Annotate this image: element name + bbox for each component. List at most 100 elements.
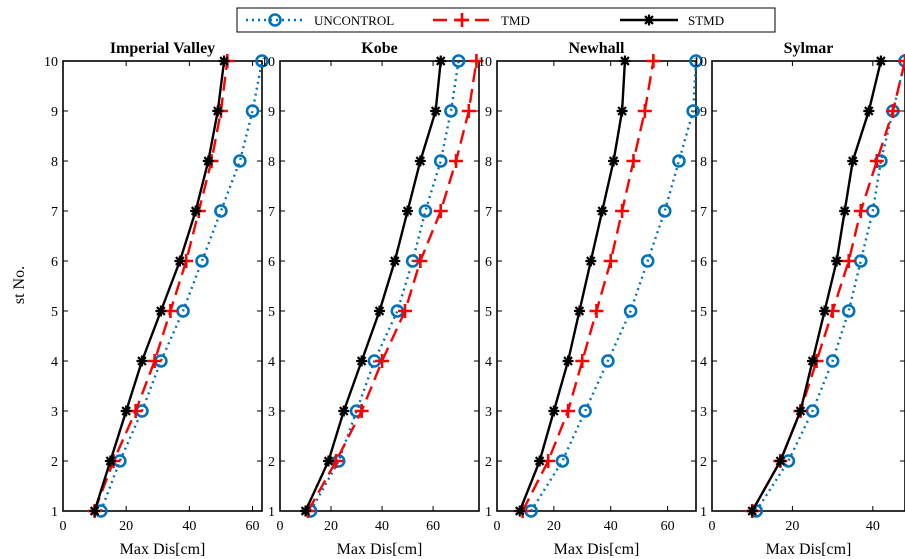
y-tick-label: 1 <box>700 505 707 520</box>
data-point <box>300 506 311 517</box>
y-tick-label: 6 <box>268 255 275 270</box>
y-tick-label: 3 <box>268 405 275 420</box>
legend-label: TMD <box>501 13 530 28</box>
y-tick-label: 10 <box>44 55 58 70</box>
data-point <box>807 356 818 367</box>
y-tick-label: 9 <box>51 105 58 120</box>
y-tick-label: 8 <box>700 155 707 170</box>
x-tick-label: 20 <box>324 519 338 534</box>
x-tick-label: 0 <box>709 519 716 534</box>
data-point <box>819 306 830 317</box>
x-tick-label: 60 <box>246 519 260 534</box>
legend-label: STMD <box>688 13 724 28</box>
data-point <box>374 306 385 317</box>
y-tick-label: 2 <box>700 455 707 470</box>
y-tick-label: 2 <box>268 455 275 470</box>
y-tick-label: 7 <box>700 205 707 220</box>
data-point <box>389 256 400 267</box>
data-point <box>775 456 786 467</box>
x-tick-label: 60 <box>661 519 675 534</box>
data-point <box>617 106 628 117</box>
plot-area <box>280 61 479 511</box>
panel-4: Sylmar123456789100 20 40Max Dis[cm] <box>693 40 905 558</box>
data-point <box>415 156 426 167</box>
data-point <box>219 56 230 67</box>
x-axis-label: Max Dis[cm] <box>554 541 640 558</box>
data-point <box>430 106 441 117</box>
data-point <box>89 506 100 517</box>
y-tick-label: 4 <box>485 355 492 370</box>
x-tick-label: 0 <box>494 519 501 534</box>
data-point <box>863 106 874 117</box>
y-tick-label: 9 <box>700 105 707 120</box>
x-axis-label: Max Dis[cm] <box>337 541 423 558</box>
data-point <box>435 56 446 67</box>
x-tick-label: 0 <box>277 519 284 534</box>
panel-title: Newhall <box>569 40 626 57</box>
data-point <box>619 56 630 67</box>
plot-area <box>63 61 262 511</box>
legend-marker <box>644 15 655 26</box>
x-tick-label: 20 <box>785 519 799 534</box>
y-tick-label: 8 <box>485 155 492 170</box>
x-tick-label: 60 <box>426 519 440 534</box>
x-axis-label: Max Dis[cm] <box>766 541 852 558</box>
legend: UNCONTROL TMD STMD <box>237 8 775 32</box>
y-tick-label: 6 <box>51 255 58 270</box>
data-point <box>574 306 585 317</box>
y-tick-label: 4 <box>51 355 58 370</box>
data-point <box>534 456 545 467</box>
x-tick-label: 40 <box>375 519 389 534</box>
y-tick-label: 5 <box>485 305 492 320</box>
data-point <box>563 356 574 367</box>
y-tick-label: 1 <box>268 505 275 520</box>
y-tick-label: 5 <box>51 305 58 320</box>
y-tick-label: 8 <box>51 155 58 170</box>
panel-title: Imperial Valley <box>110 40 215 57</box>
y-tick-label: 8 <box>268 155 275 170</box>
y-tick-label: 3 <box>485 405 492 420</box>
x-tick-label: 20 <box>547 519 561 534</box>
data-point <box>548 406 559 417</box>
data-point <box>795 406 806 417</box>
data-point <box>608 156 619 167</box>
panel-1: Imperial Valley123456789100 20 40 60Max Dis… <box>44 40 268 558</box>
legend-label: UNCONTROL <box>314 13 394 28</box>
y-tick-label: 5 <box>268 305 275 320</box>
data-point <box>338 406 349 417</box>
x-axis-label: Max Dis[cm] <box>120 541 206 558</box>
x-tick-label: 40 <box>182 519 196 534</box>
y-tick-label: 7 <box>51 205 58 220</box>
y-tick-label: 10 <box>478 55 492 70</box>
data-point <box>174 256 185 267</box>
data-point <box>136 356 147 367</box>
y-tick-label: 7 <box>485 205 492 220</box>
y-tick-label: 2 <box>51 455 58 470</box>
data-point <box>155 306 166 317</box>
data-point <box>747 506 758 517</box>
data-point <box>212 106 223 117</box>
plot-area <box>497 61 696 511</box>
y-tick-label: 3 <box>700 405 707 420</box>
y-tick-label: 9 <box>485 105 492 120</box>
y-axis-label: st No. <box>11 266 28 304</box>
y-tick-label: 1 <box>51 505 58 520</box>
data-point <box>190 206 201 217</box>
y-tick-label: 10 <box>693 55 707 70</box>
data-point <box>847 156 858 167</box>
data-point <box>121 406 132 417</box>
panel-title: Sylmar <box>784 40 834 57</box>
data-point <box>514 506 525 517</box>
plot-area <box>712 61 905 511</box>
y-tick-label: 3 <box>51 405 58 420</box>
y-tick-label: 9 <box>268 105 275 120</box>
data-point <box>831 256 842 267</box>
y-tick-label: 7 <box>268 205 275 220</box>
y-tick-label: 1 <box>485 505 492 520</box>
y-tick-label: 4 <box>700 355 707 370</box>
y-tick-label: 6 <box>485 255 492 270</box>
data-point <box>356 356 367 367</box>
